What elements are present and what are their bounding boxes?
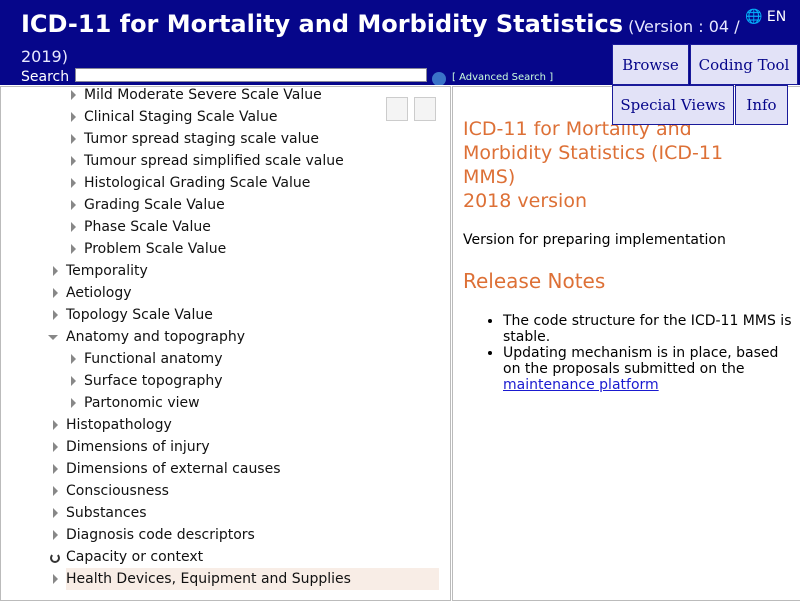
- subtitle: 2018 version: [463, 190, 587, 212]
- tree-toggle[interactable]: [48, 335, 58, 340]
- title-text: ICD-11 for Mortality and Morbidity Stati…: [463, 118, 724, 188]
- tree-toggle[interactable]: [53, 530, 58, 540]
- release-notes-heading: Release Notes: [463, 269, 606, 293]
- tree-toggle[interactable]: [71, 134, 76, 144]
- tree-item[interactable]: Temporality: [66, 263, 148, 279]
- tree-item[interactable]: Aetiology: [66, 285, 132, 301]
- tree-item[interactable]: Partonomic view: [84, 395, 200, 411]
- tree-item[interactable]: Anatomy and topography: [66, 329, 246, 345]
- tree-item[interactable]: Histopathology: [66, 417, 172, 433]
- tree-item[interactable]: Topology Scale Value: [66, 307, 213, 323]
- title-box: ICD-11 for Mortality and Morbidity Stati…: [21, 9, 746, 72]
- tree-toggle[interactable]: [53, 508, 58, 518]
- tree-toggle[interactable]: [71, 244, 76, 254]
- language[interactable]: EN: [766, 9, 787, 25]
- tree-item[interactable]: Phase Scale Value: [84, 219, 211, 235]
- tree-toggle[interactable]: [71, 376, 76, 386]
- tree-toggle[interactable]: [53, 266, 58, 276]
- tree-item[interactable]: Problem Scale Value: [84, 241, 227, 257]
- tab[interactable]: Coding Tool: [690, 44, 798, 85]
- description: Version for preparing implementation: [463, 232, 726, 248]
- tree-item[interactable]: Substances: [66, 505, 147, 521]
- tree-toggle[interactable]: [71, 156, 76, 166]
- header: ICD-11 for Mortality and Morbidity Stati…: [0, 0, 800, 85]
- tree-toggle[interactable]: [71, 222, 76, 232]
- tab[interactable]: Info: [735, 85, 788, 125]
- search-input[interactable]: [75, 68, 427, 82]
- tree-toggle[interactable]: [53, 464, 58, 474]
- tree-toggle[interactable]: [71, 200, 76, 210]
- tree-item[interactable]: Mild Moderate Severe Scale Value: [84, 87, 322, 103]
- tree-toggle[interactable]: [71, 90, 76, 100]
- tree-item[interactable]: Diagnosis code descriptors: [66, 527, 255, 543]
- tree-toggle[interactable]: [53, 288, 58, 298]
- tab[interactable]: Browse: [612, 44, 689, 85]
- tree-item[interactable]: Health Devices, Equipment and Supplies: [66, 568, 439, 590]
- copy-icon[interactable]: [414, 97, 436, 121]
- language-selector[interactable]: 🌐 EN: [745, 9, 787, 25]
- tree-toggle[interactable]: [53, 442, 58, 452]
- tree-item[interactable]: Dimensions of injury: [66, 439, 210, 455]
- tree-toggle[interactable]: [71, 398, 76, 408]
- release-note: Updating mechanism is in place, based on…: [503, 345, 793, 393]
- tree-item[interactable]: Histological Grading Scale Value: [84, 175, 311, 191]
- version: (Version : 04 / 2019): [21, 17, 740, 66]
- release-note: The code structure for the ICD-11 MMS is…: [503, 313, 793, 345]
- tree-item[interactable]: Capacity or context: [66, 549, 204, 565]
- tree-item[interactable]: Functional anatomy: [84, 351, 223, 367]
- tree-toggle[interactable]: [53, 486, 58, 496]
- note-text: Updating mechanism is in place, based on…: [503, 345, 779, 377]
- tree-item[interactable]: Grading Scale Value: [84, 197, 225, 213]
- tree-item[interactable]: Surface topography: [84, 373, 223, 389]
- content-title: ICD-11 for Mortality and Morbidity Stati…: [463, 117, 763, 213]
- note-link[interactable]: maintenance platform: [503, 377, 659, 393]
- help-icon[interactable]: [432, 72, 446, 85]
- note-text: The code structure for the ICD-11 MMS is…: [503, 313, 792, 345]
- tree-panel: Mild Moderate Severe Scale Value Clinical…: [0, 86, 451, 601]
- release-notes: The code structure for the ICD-11 MMS is…: [463, 313, 793, 393]
- advanced-search[interactable]: [ Advanced Search ]: [452, 72, 554, 83]
- hierarchy-icon[interactable]: [386, 97, 408, 121]
- search-label: Search: [21, 69, 70, 85]
- tree-toggle[interactable]: [50, 553, 60, 563]
- tree-item[interactable]: Tumor spread staging scale value: [84, 131, 319, 147]
- tree-item[interactable]: Clinical Staging Scale Value: [84, 109, 278, 125]
- tab[interactable]: Special Views: [612, 85, 734, 125]
- tree-toggle[interactable]: [71, 354, 76, 364]
- content-panel: ICD-11 for Mortality and Morbidity Stati…: [452, 86, 800, 601]
- tree-toggle[interactable]: [71, 112, 76, 122]
- tree-item[interactable]: Tumour spread simplified scale value: [84, 153, 344, 169]
- tree-toggle[interactable]: [71, 178, 76, 188]
- tree-toggle[interactable]: [53, 574, 58, 584]
- tree-item[interactable]: Consciousness: [66, 483, 169, 499]
- tree-item[interactable]: Dimensions of external causes: [66, 461, 281, 477]
- tree-toggle[interactable]: [53, 310, 58, 320]
- app-title: ICD-11 for Mortality and Morbidity Stati…: [21, 10, 624, 38]
- tree-toggle[interactable]: [53, 420, 58, 430]
